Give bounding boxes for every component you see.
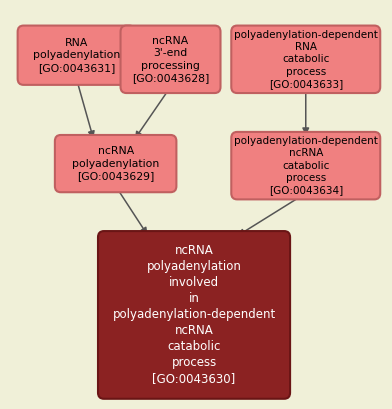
Text: polyadenylation-dependent
RNA
catabolic
process
[GO:0043633]: polyadenylation-dependent RNA catabolic … [234, 29, 378, 89]
FancyBboxPatch shape [231, 132, 380, 200]
Text: polyadenylation-dependent
ncRNA
catabolic
process
[GO:0043634]: polyadenylation-dependent ncRNA cataboli… [234, 136, 378, 196]
Text: RNA
polyadenylation
[GO:0043631]: RNA polyadenylation [GO:0043631] [33, 38, 120, 73]
Text: ncRNA
3'-end
processing
[GO:0043628]: ncRNA 3'-end processing [GO:0043628] [132, 36, 209, 83]
FancyBboxPatch shape [231, 25, 380, 93]
FancyBboxPatch shape [98, 231, 290, 399]
Text: ncRNA
polyadenylation
[GO:0043629]: ncRNA polyadenylation [GO:0043629] [72, 146, 159, 181]
FancyBboxPatch shape [120, 25, 220, 93]
FancyBboxPatch shape [55, 135, 176, 192]
FancyBboxPatch shape [18, 25, 135, 85]
Text: ncRNA
polyadenylation
involved
in
polyadenylation-dependent
ncRNA
catabolic
proc: ncRNA polyadenylation involved in polyad… [113, 245, 276, 385]
